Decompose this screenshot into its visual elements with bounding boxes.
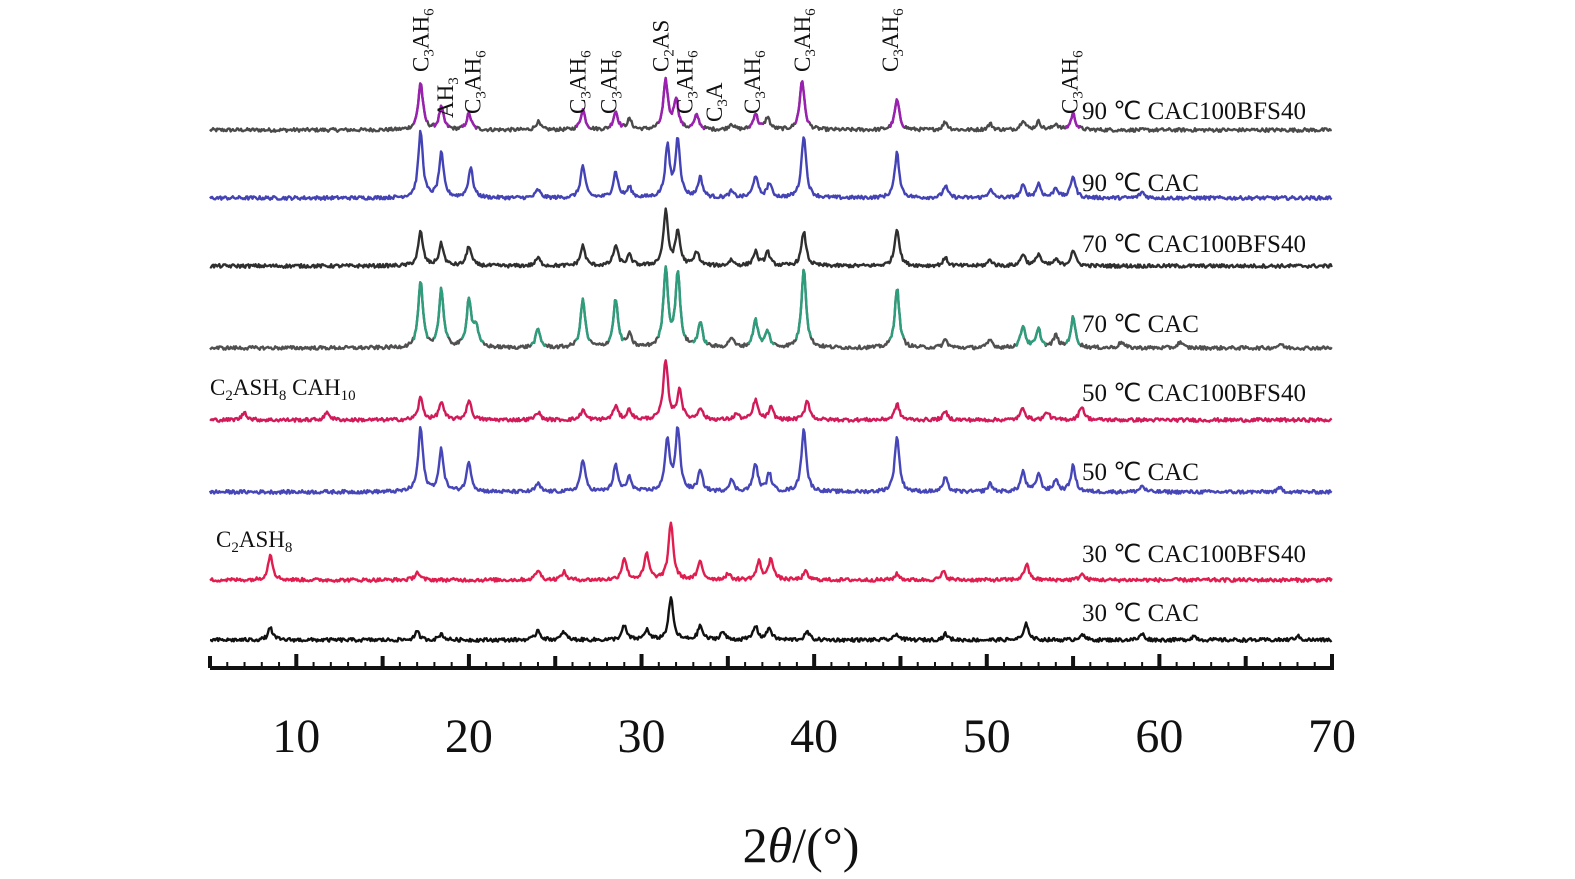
series-peak-highlight (530, 327, 547, 347)
series-line (208, 426, 1333, 495)
series-line (209, 207, 1333, 269)
series-peak-highlight (574, 297, 591, 342)
phase-label: C3AH6 (460, 50, 489, 114)
series-name-label: 30 ℃ CAC100BFS40 (1082, 541, 1306, 568)
series-traces (208, 76, 1333, 643)
phase-label: C3AH6 (1058, 50, 1087, 114)
series-name-label: 50 ℃ CAC100BFS40 (1082, 380, 1306, 407)
series-peak-highlight (657, 76, 685, 126)
phase-label: C3AH6 (409, 8, 438, 72)
phase-label: C3AH6 (597, 50, 626, 114)
phase-label: C3AH6 (740, 50, 769, 114)
series-peak-highlight (432, 104, 450, 128)
phase-label: C3AH6 (673, 50, 702, 114)
phase-label: C2AS (649, 20, 678, 72)
series-peak-highlight (795, 268, 812, 340)
phase-label: C3A (702, 82, 731, 122)
series-name-label: 70 ℃ CAC100BFS40 (1082, 231, 1306, 258)
series-peak-highlight (1064, 315, 1081, 346)
series-peak-highlight (691, 321, 709, 345)
series-trace (208, 426, 1333, 495)
phase-labels: C3AH6AH3C3AH6C3AH6C3AH6C2ASC3AH6C3AC3AH6… (409, 8, 1087, 122)
series-trace (209, 359, 1333, 423)
series-trace (209, 207, 1333, 269)
phase-label: C3AH6 (790, 8, 819, 72)
series-name-label: 90 ℃ CAC (1082, 170, 1199, 197)
series-line (209, 129, 1333, 201)
series-peak-highlight (747, 317, 776, 346)
series-line (209, 359, 1333, 423)
series-peak-highlight (460, 111, 478, 130)
series-peak-highlight (794, 80, 811, 125)
series-peak-highlight (747, 112, 764, 129)
x-tick-label: 60 (1135, 710, 1183, 763)
series-trace (209, 265, 1333, 351)
series-line (209, 76, 1333, 133)
inline-phase-label: C2ASH8 CAH10 (210, 375, 356, 404)
inline-phase-labels: C2ASH8 CAH10 C2ASH8 (210, 375, 356, 556)
series-name-label: 70 ℃ CAC (1082, 311, 1199, 338)
x-tick-label: 40 (790, 710, 838, 763)
series-peak-highlight (888, 98, 905, 128)
x-tick-label: 50 (963, 710, 1011, 763)
phase-label: C3AH6 (566, 50, 595, 114)
x-axis-ticks (208, 654, 1334, 668)
phase-label: AH3 (433, 77, 462, 118)
series-peak-highlight (688, 112, 706, 130)
series-peak-highlight (412, 82, 428, 126)
x-axis-title: 2θ/(°) (743, 817, 860, 873)
series-peak-highlight (460, 296, 485, 343)
x-axis: 10 20 30 40 50 60 70 (208, 654, 1356, 763)
series-trace (209, 521, 1333, 583)
series-trace (209, 76, 1333, 133)
series-labels: 90 ℃ CAC100BFS40 90 ℃ CAC 70 ℃ CAC100BFS40… (1082, 98, 1306, 627)
series-trace (209, 596, 1333, 643)
phase-label: C3AH6 (878, 8, 907, 72)
series-peak-highlight (1015, 324, 1047, 347)
series-peak-highlight (608, 110, 625, 129)
series-peak-highlight (433, 286, 450, 340)
series-trace (209, 129, 1333, 201)
x-axis-tick-labels: 10 20 30 40 50 60 70 (272, 710, 1356, 763)
series-peak-highlight (607, 299, 625, 342)
series-peak-highlight (888, 288, 906, 341)
series-peak-highlight (412, 281, 429, 341)
series-name-label: 90 ℃ CAC100BFS40 (1082, 98, 1306, 125)
x-tick-label: 10 (272, 710, 320, 763)
series-peak-highlight (1064, 112, 1081, 129)
series-line (209, 521, 1333, 583)
inline-phase-label: C2ASH8 (216, 527, 292, 556)
series-line (209, 596, 1333, 643)
series-name-label: 50 ℃ CAC (1082, 459, 1199, 486)
series-peak-highlight (657, 265, 686, 338)
x-tick-label: 30 (618, 710, 666, 763)
series-peak-highlight (574, 108, 591, 130)
series-name-label: 30 ℃ CAC (1082, 600, 1199, 627)
x-tick-label: 20 (445, 710, 493, 763)
x-tick-label: 70 (1308, 710, 1356, 763)
